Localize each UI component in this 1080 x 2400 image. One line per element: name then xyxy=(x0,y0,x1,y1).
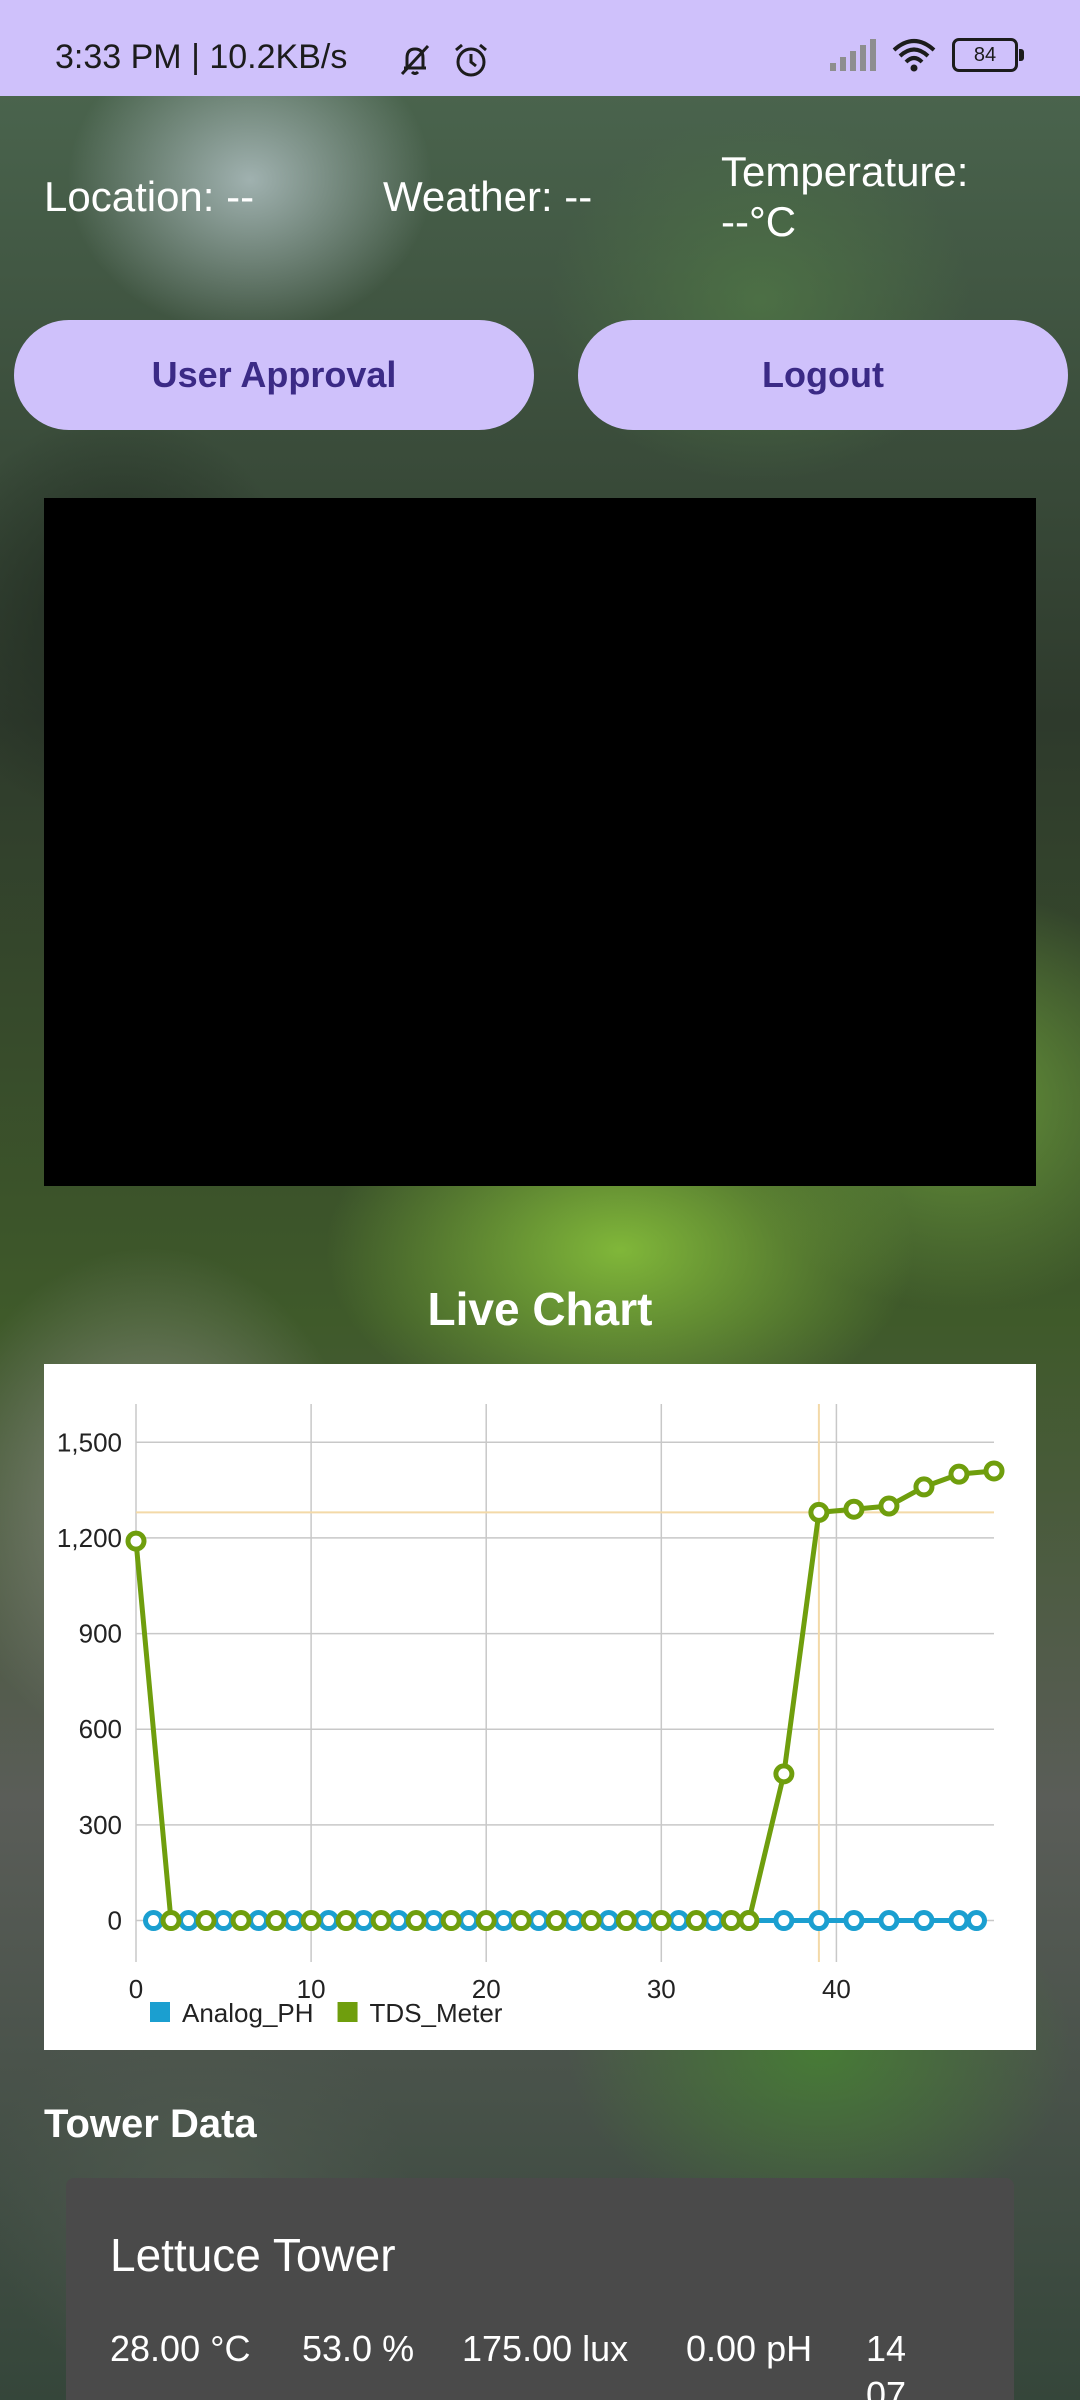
data-point-TDS_Meter xyxy=(230,1910,252,1932)
tower-time: 14 07 xyxy=(866,2326,906,2400)
data-point-Analog_PH xyxy=(563,1910,585,1932)
status-time: 3:33 PM | 10.2KB/s xyxy=(55,38,348,76)
data-point-TDS_Meter xyxy=(335,1910,357,1932)
x-tick-label: 30 xyxy=(647,1974,676,2004)
data-point-Analog_PH xyxy=(808,1910,830,1932)
x-tick-label: 40 xyxy=(822,1974,851,2004)
tower-humidity: 53.0 % xyxy=(302,2328,415,2369)
data-point-TDS_Meter xyxy=(983,1460,1005,1482)
data-point-Analog_PH xyxy=(458,1910,480,1932)
y-tick-label: 600 xyxy=(79,1714,122,1744)
logout-button[interactable]: Logout xyxy=(578,320,1068,430)
y-tick-label: 1,500 xyxy=(57,1427,122,1457)
data-point-Analog_PH xyxy=(388,1910,410,1932)
legend-label-TDS_Meter: TDS_Meter xyxy=(370,1998,503,2028)
data-point-TDS_Meter xyxy=(878,1495,900,1517)
data-point-TDS_Meter xyxy=(300,1910,322,1932)
data-point-Analog_PH xyxy=(913,1910,935,1932)
y-tick-label: 1,200 xyxy=(57,1523,122,1553)
y-tick-label: 900 xyxy=(79,1619,122,1649)
data-point-Analog_PH xyxy=(178,1910,200,1932)
data-point-Analog_PH xyxy=(143,1910,165,1932)
tower-time-line2: 07 xyxy=(866,2374,907,2400)
temperature-value: --°C xyxy=(721,198,797,245)
data-point-Analog_PH xyxy=(318,1910,340,1932)
tower-temperature: 28.00 °C xyxy=(110,2328,251,2369)
tower-name: Lettuce Tower xyxy=(110,2229,396,2281)
status-icons-right: 84 xyxy=(830,38,1024,72)
data-point-TDS_Meter xyxy=(580,1910,602,1932)
tower-card[interactable]: Lettuce Tower 28.00 °C 53.0 % 175.00 lux… xyxy=(66,2178,1014,2400)
y-tick-label: 300 xyxy=(79,1810,122,1840)
data-point-TDS_Meter xyxy=(440,1910,462,1932)
data-point-TDS_Meter xyxy=(475,1910,497,1932)
status-bar: 3:33 PM | 10.2KB/s 84 xyxy=(0,0,1080,96)
data-point-Analog_PH xyxy=(948,1910,970,1932)
data-point-Analog_PH xyxy=(213,1910,235,1932)
data-point-Analog_PH xyxy=(773,1910,795,1932)
tower-data-title: Tower Data xyxy=(44,2102,257,2146)
battery-level: 84 xyxy=(973,44,997,66)
location-label: Location: -- xyxy=(44,173,255,220)
data-point-TDS_Meter xyxy=(195,1910,217,1932)
legend-swatch-Analog_PH xyxy=(150,2002,170,2022)
data-point-TDS_Meter xyxy=(125,1530,147,1552)
weather-label: Weather: -- xyxy=(383,173,593,220)
wifi-icon xyxy=(892,39,936,72)
data-point-Analog_PH xyxy=(878,1910,900,1932)
status-icons xyxy=(395,40,491,80)
data-point-TDS_Meter xyxy=(405,1910,427,1932)
data-point-TDS_Meter xyxy=(773,1763,795,1785)
data-point-TDS_Meter xyxy=(948,1463,970,1485)
camera-view xyxy=(44,498,1036,1186)
data-point-Analog_PH xyxy=(528,1910,550,1932)
data-point-TDS_Meter xyxy=(370,1910,392,1932)
live-chart[interactable]: 0 300 600 900 1,200 1,500 0 10 20 30 40 Analog_PH TD… xyxy=(44,1364,1036,2050)
legend-label-Analog_PH: Analog_PH xyxy=(182,1998,314,2028)
data-point-Analog_PH xyxy=(633,1910,655,1932)
data-point-TDS_Meter xyxy=(615,1910,637,1932)
data-point-TDS_Meter xyxy=(650,1910,672,1932)
temperature-label: Temperature: --°C xyxy=(721,147,1021,247)
chart-svg: 0 300 600 900 1,200 1,500 0 10 20 30 40 Analog_PH TD… xyxy=(57,1404,1005,2028)
temperature-title: Temperature: xyxy=(721,148,969,195)
data-point-TDS_Meter xyxy=(720,1910,742,1932)
data-point-Analog_PH xyxy=(353,1910,375,1932)
tower-light: 175.00 lux xyxy=(462,2328,629,2369)
data-point-Analog_PH xyxy=(965,1910,987,1932)
data-point-Analog_PH xyxy=(703,1910,725,1932)
data-point-TDS_Meter xyxy=(843,1498,865,1520)
data-point-Analog_PH xyxy=(283,1910,305,1932)
mute-bell-icon xyxy=(400,44,430,76)
data-point-TDS_Meter xyxy=(545,1910,567,1932)
data-point-Analog_PH xyxy=(423,1910,445,1932)
data-point-Analog_PH xyxy=(843,1910,865,1932)
data-point-TDS_Meter xyxy=(510,1910,532,1932)
alarm-icon xyxy=(455,43,487,77)
data-point-TDS_Meter xyxy=(685,1910,707,1932)
data-point-Analog_PH xyxy=(248,1910,270,1932)
data-point-Analog_PH xyxy=(493,1910,515,1932)
signal-icon xyxy=(830,39,876,71)
data-point-TDS_Meter xyxy=(913,1476,935,1498)
user-approval-button[interactable]: User Approval xyxy=(14,320,534,430)
battery-icon: 84 xyxy=(952,38,1024,72)
legend-swatch-TDS_Meter xyxy=(337,2002,358,2022)
data-point-TDS_Meter xyxy=(808,1501,830,1523)
data-point-Analog_PH xyxy=(598,1910,620,1932)
tower-ph: 0.00 pH xyxy=(686,2328,813,2369)
x-tick-label: 10 xyxy=(297,1974,326,2004)
data-point-TDS_Meter xyxy=(738,1910,760,1932)
data-point-Analog_PH xyxy=(668,1910,690,1932)
x-tick-label: 20 xyxy=(472,1974,501,2004)
y-tick-label: 0 xyxy=(108,1906,122,1936)
x-tick-label: 0 xyxy=(129,1974,143,2004)
data-point-TDS_Meter xyxy=(265,1910,287,1932)
tower-time-line1: 14 xyxy=(866,2328,907,2369)
chart-title: Live Chart xyxy=(427,1283,653,1335)
data-point-TDS_Meter xyxy=(160,1910,182,1932)
